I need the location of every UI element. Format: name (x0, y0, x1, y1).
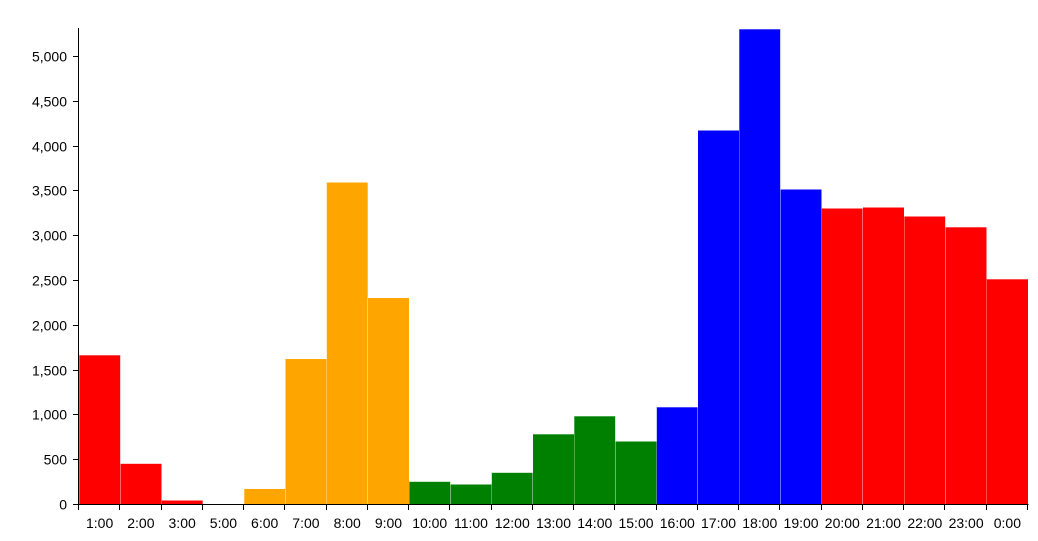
y-tick-label: 0 (59, 497, 67, 513)
bar-21-00 (862, 207, 905, 505)
bars-group (78, 28, 1029, 505)
x-tick-label: 13:00 (536, 515, 571, 531)
bar-8-00 (326, 182, 368, 505)
x-tick-label: 0:00 (994, 515, 1021, 531)
y-tick-label: 4,500 (32, 94, 67, 110)
y-tick-label: 2,000 (32, 318, 67, 334)
bar-12-00 (491, 472, 534, 505)
bar-13-00 (532, 433, 575, 505)
x-tick-label: 16:00 (660, 515, 695, 531)
bar-23-00 (945, 226, 987, 505)
x-tick-label: 17:00 (701, 515, 736, 531)
x-tick-label: 3:00 (169, 515, 196, 531)
x-tick-label: 19:00 (784, 515, 819, 531)
y-tick-label: 500 (44, 452, 68, 468)
bar-10-00 (408, 481, 451, 505)
x-tick-label: 22:00 (907, 515, 942, 531)
x-axis: 1:00 2:00 3:00 5:00 6:00 7:00 8:00 9:00 10:00 11:… (78, 504, 1029, 531)
x-tick-label: 6:00 (251, 515, 278, 531)
bar-16-00 (656, 407, 699, 505)
x-tick-label: 9:00 (375, 515, 402, 531)
y-tick-label: 1,000 (32, 407, 67, 423)
x-tick-label: 12:00 (495, 515, 530, 531)
y-axis: 0 500 1,000 1,500 2,000 2,500 3,000 3,500 4,000 4… (32, 28, 79, 513)
x-tick-label: 10:00 (412, 515, 447, 531)
x-tick-label: 11:00 (454, 515, 488, 531)
bar-14-00 (573, 416, 616, 505)
bar-6-00 (243, 488, 286, 505)
x-tick-label: 21:00 (866, 515, 901, 531)
y-tick-label: 3,500 (32, 183, 67, 199)
bar-11-00 (450, 484, 492, 505)
x-tick-label: 15:00 (618, 515, 653, 531)
bar-20-00 (821, 208, 864, 505)
x-tick-label: 2:00 (127, 515, 154, 531)
x-tick-label: 1:00 (86, 515, 113, 531)
x-tick-label: 7:00 (292, 515, 319, 531)
x-tick-label: 18:00 (742, 515, 777, 531)
bar-0-00 (986, 278, 1029, 505)
bar-22-00 (904, 216, 946, 505)
x-tick-label: 14:00 (577, 515, 612, 531)
y-tick-label: 5,000 (32, 49, 67, 65)
bar-3-00 (161, 500, 203, 505)
bar-18-00 (739, 28, 781, 505)
bar-7-00 (285, 358, 327, 505)
y-tick-label: 1,500 (32, 363, 67, 379)
y-tick-label: 3,000 (32, 228, 67, 244)
x-tick-label: 5:00 (210, 515, 237, 531)
bar-9-00 (367, 297, 410, 505)
bar-1-00 (78, 355, 121, 505)
x-tick-label: 20:00 (825, 515, 860, 531)
y-tick-label: 4,000 (32, 139, 67, 155)
bar-2-00 (120, 463, 162, 505)
x-tick-label: 23:00 (949, 515, 984, 531)
bar-15-00 (615, 441, 657, 505)
bar-19-00 (780, 189, 822, 505)
x-tick-label: 8:00 (334, 515, 361, 531)
y-tick-label: 2,500 (32, 273, 67, 289)
bar-17-00 (697, 130, 740, 505)
